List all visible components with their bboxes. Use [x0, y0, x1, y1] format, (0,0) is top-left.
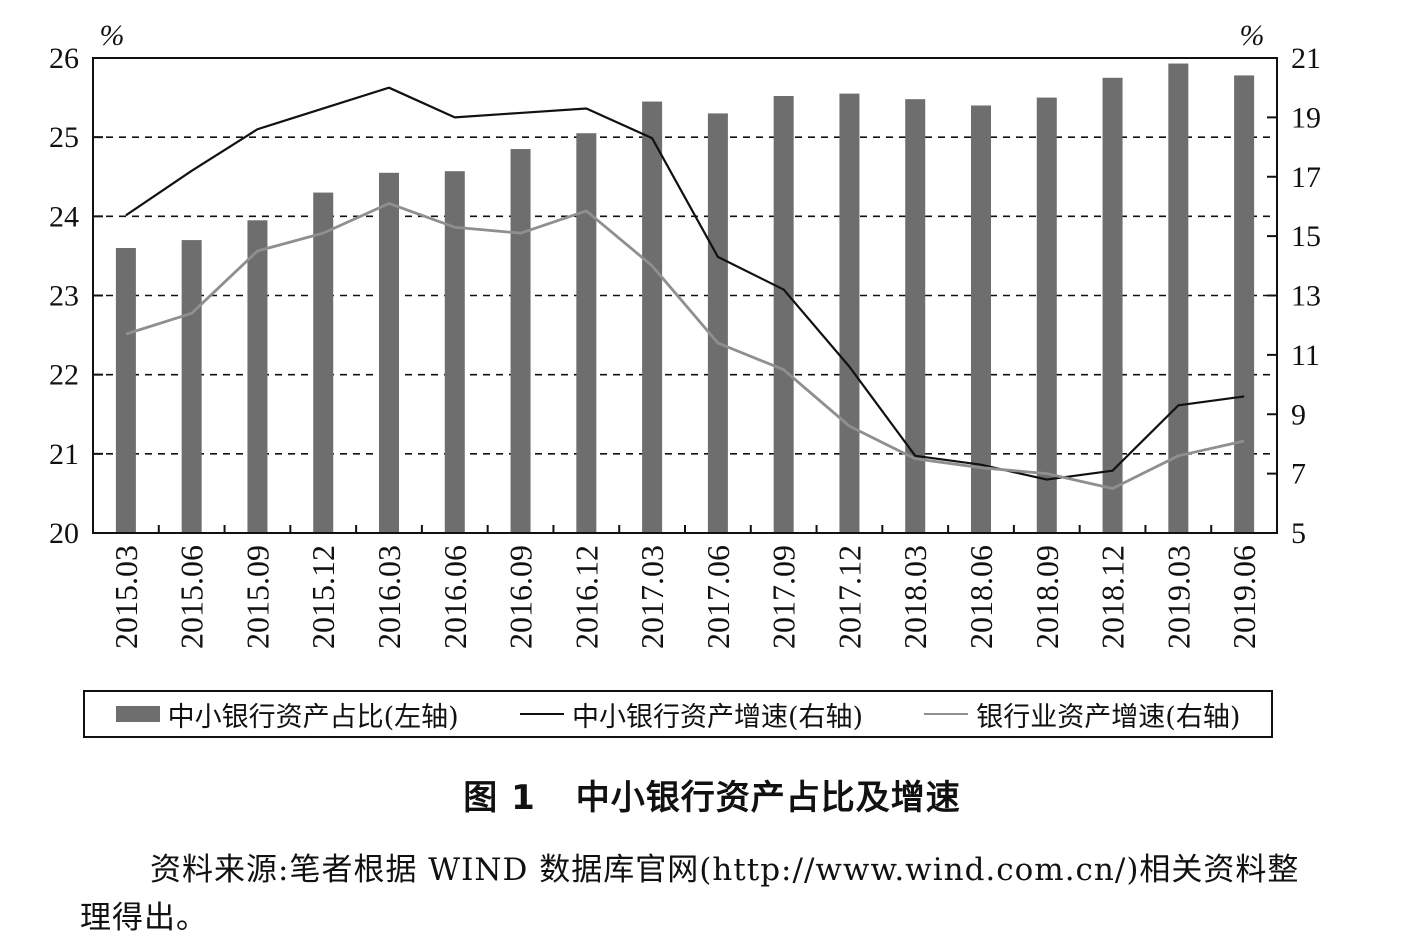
- legend-swatch-line1: [519, 713, 564, 715]
- legend-label-line1: 中小银行资产增速(右轴): [571, 701, 864, 733]
- figure-title: 图 1 中小银行资产占比及增速: [0, 770, 1424, 819]
- left-tick-label: 24: [49, 200, 79, 233]
- right-tick-label: 13: [1291, 280, 1321, 313]
- left-axis-unit: %: [100, 19, 125, 52]
- right-tick-label: 11: [1291, 339, 1320, 372]
- x-tick-label: 2016.06: [437, 545, 473, 649]
- left-tick-label: 25: [49, 121, 79, 154]
- x-tick-label: 2018.06: [963, 545, 999, 649]
- source-note: 资料来源:笔者根据 WIND 数据库官网(http://www.wind.com…: [80, 852, 1300, 936]
- right-tick-label: 15: [1291, 220, 1321, 253]
- x-tick-label: 2017.09: [766, 545, 802, 649]
- bar: [1234, 75, 1255, 534]
- right-axis-unit: %: [1240, 19, 1265, 52]
- legend-swatch-bar: [115, 706, 160, 722]
- x-tick-label: 2017.03: [634, 545, 670, 649]
- left-tick-label: 22: [49, 359, 79, 392]
- series-line: [125, 86, 1245, 481]
- bar: [247, 220, 268, 533]
- x-tick-label: 2018.09: [1029, 545, 1065, 649]
- legend-label-line2: 银行业资产增速(右轴): [976, 701, 1241, 733]
- bar: [1102, 77, 1123, 534]
- legend-swatch-line2: [924, 713, 969, 715]
- x-tick-label: 2019.03: [1160, 545, 1196, 649]
- bar: [905, 99, 926, 534]
- bar: [313, 192, 334, 534]
- bar: [576, 133, 597, 534]
- legend-item-bar: 中小银行资产占比(左轴): [115, 695, 459, 734]
- right-tick-label: 9: [1291, 398, 1306, 431]
- x-tick-label: 2016.03: [371, 545, 407, 649]
- series-line: [125, 202, 1245, 490]
- x-tick-label: 2016.09: [503, 545, 539, 649]
- x-tick-label: 2015.12: [305, 545, 341, 649]
- bar: [444, 171, 465, 534]
- x-tick-label: 2018.03: [897, 545, 933, 649]
- grid-lines: [93, 136, 1277, 455]
- legend: 中小银行资产占比(左轴) 中小银行资产增速(右轴) 银行业资产增速(右轴): [83, 690, 1273, 738]
- right-tick-label: 5: [1291, 517, 1306, 550]
- x-tick-label: 2015.09: [239, 545, 275, 649]
- right-tick-label: 7: [1291, 458, 1306, 491]
- right-tick-label: 21: [1291, 42, 1321, 75]
- legend-item-line2: 银行业资产增速(右轴): [924, 695, 1240, 734]
- bar-series: [115, 63, 1255, 534]
- x-tick-label: 2017.12: [831, 545, 867, 649]
- right-axis: 5 7 9 11 13 15 17 19 21: [1267, 42, 1321, 550]
- left-tick-label: 23: [49, 280, 79, 313]
- x-tick-label: 2019.06: [1226, 545, 1262, 649]
- x-tick-label: 2018.12: [1095, 545, 1131, 649]
- left-tick-label: 26: [49, 42, 79, 75]
- bar: [971, 105, 991, 533]
- right-tick-label: 19: [1291, 101, 1321, 134]
- bar: [379, 172, 399, 533]
- bar: [1036, 97, 1057, 533]
- legend-item-line1: 中小银行资产增速(右轴): [519, 695, 864, 734]
- legend-label-bar: 中小银行资产占比(左轴): [167, 701, 459, 733]
- bar: [707, 113, 728, 534]
- bar: [642, 101, 663, 534]
- line-series: [125, 86, 1245, 490]
- figure-number: 图 1: [463, 778, 536, 818]
- right-tick-label: 17: [1291, 161, 1321, 194]
- bar: [115, 248, 136, 533]
- left-axis: 20 21 22 23 24 25 26: [49, 42, 103, 550]
- left-tick-label: 21: [49, 438, 79, 471]
- bar: [181, 240, 202, 534]
- bar: [773, 96, 794, 533]
- x-tick-label: 2017.06: [700, 545, 736, 649]
- x-axis: 2015.03 2015.06 2015.09 2015.12 2016.03 2016.…: [92, 525, 1278, 649]
- left-tick-label: 20: [49, 517, 79, 550]
- bar: [510, 149, 531, 533]
- x-tick-label: 2015.03: [108, 545, 144, 649]
- figure-title-text: 中小银行资产占比及增速: [575, 778, 961, 818]
- bar: [1168, 63, 1189, 534]
- bar: [839, 93, 860, 533]
- x-tick-label: 2016.12: [568, 545, 604, 649]
- x-tick-label: 2015.06: [174, 545, 210, 649]
